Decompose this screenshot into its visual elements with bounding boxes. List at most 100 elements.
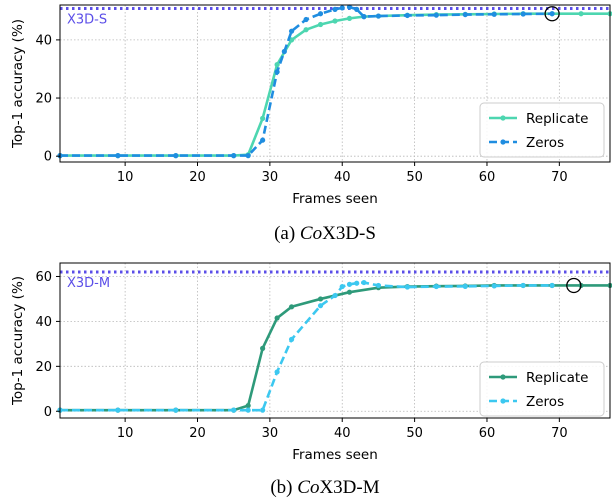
x-axis-title: Frames seen bbox=[292, 447, 378, 463]
x-tick-label: 60 bbox=[479, 170, 496, 185]
legend-label-replicate: Replicate bbox=[526, 111, 588, 127]
data-point-zeros bbox=[282, 49, 287, 54]
data-point-zeros bbox=[115, 408, 120, 413]
y-tick-label: 0 bbox=[44, 150, 52, 165]
data-point-zeros bbox=[492, 12, 497, 17]
data-point-replicate bbox=[289, 304, 294, 309]
y-tick-label: 20 bbox=[35, 92, 52, 107]
data-point-zeros bbox=[173, 153, 178, 158]
data-point-zeros bbox=[246, 153, 251, 158]
data-point-zeros bbox=[173, 408, 178, 413]
x-tick-label: 40 bbox=[334, 170, 351, 185]
data-point-zeros bbox=[405, 284, 410, 289]
data-point-replicate bbox=[303, 27, 308, 32]
data-point-replicate bbox=[347, 16, 352, 21]
data-point-zeros bbox=[332, 293, 337, 298]
data-point-zeros bbox=[231, 153, 236, 158]
caption-italic: Co bbox=[300, 223, 322, 244]
legend-marker-zeros bbox=[500, 139, 505, 144]
data-point-zeros bbox=[275, 369, 280, 374]
legend-marker-replicate bbox=[500, 374, 505, 379]
data-point-zeros bbox=[115, 153, 120, 158]
x-tick-label: 60 bbox=[479, 426, 496, 441]
y-tick-label: 40 bbox=[35, 315, 52, 330]
data-point-replicate bbox=[275, 315, 280, 320]
x-tick-label: 10 bbox=[117, 426, 134, 441]
figure-caption: (a) CoX3D-S bbox=[274, 223, 376, 244]
data-point-replicate bbox=[578, 11, 583, 16]
legend-label-zeros: Zeros bbox=[526, 394, 564, 410]
y-tick-label: 60 bbox=[35, 270, 52, 285]
y-tick-label: 0 bbox=[44, 405, 52, 420]
data-point-replicate bbox=[246, 403, 251, 408]
data-point-zeros bbox=[361, 14, 366, 19]
x-tick-label: 70 bbox=[551, 170, 568, 185]
data-point-zeros bbox=[550, 283, 555, 288]
data-point-zeros bbox=[434, 284, 439, 289]
x-tick-label: 10 bbox=[117, 170, 134, 185]
x-tick-label: 50 bbox=[406, 170, 423, 185]
data-point-replicate bbox=[275, 62, 280, 67]
data-point-replicate bbox=[332, 18, 337, 23]
data-point-zeros bbox=[347, 282, 352, 287]
data-point-replicate bbox=[260, 116, 265, 121]
figure-caption: (b) CoX3D-M bbox=[270, 477, 379, 498]
legend-marker-zeros bbox=[500, 398, 505, 403]
data-point-zeros bbox=[354, 7, 359, 12]
legend: Replicate Zeros bbox=[480, 103, 604, 157]
y-tick-label: 40 bbox=[35, 33, 52, 48]
y-tick-label: 20 bbox=[35, 360, 52, 375]
legend-label-replicate: Replicate bbox=[526, 370, 588, 386]
data-point-zeros bbox=[303, 17, 308, 22]
data-point-zeros bbox=[376, 283, 381, 288]
data-point-zeros bbox=[260, 138, 265, 143]
x-tick-label: 50 bbox=[406, 426, 423, 441]
data-point-zeros bbox=[332, 7, 337, 12]
data-point-replicate bbox=[260, 346, 265, 351]
data-point-zeros bbox=[463, 284, 468, 289]
caption-rest: X3D-M bbox=[319, 477, 379, 498]
data-point-zeros bbox=[550, 11, 555, 16]
reference-label: X3D-M bbox=[67, 276, 110, 291]
data-point-zeros bbox=[340, 5, 345, 10]
data-point-zeros bbox=[354, 281, 359, 286]
chart-panel-2: X3D-M 10 20 30 40 50 60 70 0 20 40 60 Frames seen Top… bbox=[10, 263, 612, 498]
data-point-zeros bbox=[246, 408, 251, 413]
x-axis-title: Frames seen bbox=[292, 191, 378, 207]
data-point-zeros bbox=[492, 283, 497, 288]
caption-italic: Co bbox=[297, 477, 319, 498]
x-tick-label: 20 bbox=[189, 170, 206, 185]
data-point-zeros bbox=[318, 11, 323, 16]
data-point-zeros bbox=[521, 283, 526, 288]
caption-rest: X3D-S bbox=[322, 223, 376, 244]
x-tick-label: 20 bbox=[189, 426, 206, 441]
data-point-zeros bbox=[434, 13, 439, 18]
data-point-zeros bbox=[260, 408, 265, 413]
x-tick-label: 30 bbox=[262, 426, 279, 441]
data-point-replicate bbox=[318, 22, 323, 27]
chart-panel-1: X3D-S 10 20 30 40 50 60 70 0 20 40 Frames seen Top-1… bbox=[10, 4, 612, 244]
data-point-zeros bbox=[289, 337, 294, 342]
legend-label-zeros: Zeros bbox=[526, 135, 564, 151]
y-axis-title: Top-1 accuracy (%) bbox=[10, 19, 26, 149]
data-point-zeros bbox=[340, 284, 345, 289]
reference-label: X3D-S bbox=[67, 12, 107, 27]
data-point-zeros bbox=[318, 303, 323, 308]
data-point-replicate bbox=[318, 296, 323, 301]
data-point-zeros bbox=[231, 408, 236, 413]
y-axis-title: Top-1 accuracy (%) bbox=[10, 276, 26, 406]
legend: Replicate Zeros bbox=[480, 362, 604, 416]
x-tick-label: 70 bbox=[551, 426, 568, 441]
caption-prefix: (a) bbox=[274, 223, 300, 244]
legend-marker-replicate bbox=[500, 115, 505, 120]
data-point-zeros bbox=[275, 69, 280, 74]
x-tick-label: 40 bbox=[334, 426, 351, 441]
x-tick-label: 30 bbox=[262, 170, 279, 185]
data-point-zeros bbox=[463, 12, 468, 17]
data-point-zeros bbox=[376, 13, 381, 18]
caption-prefix: (b) bbox=[270, 477, 297, 498]
data-point-zeros bbox=[361, 280, 366, 285]
data-point-replicate bbox=[347, 290, 352, 295]
data-point-zeros bbox=[289, 29, 294, 34]
